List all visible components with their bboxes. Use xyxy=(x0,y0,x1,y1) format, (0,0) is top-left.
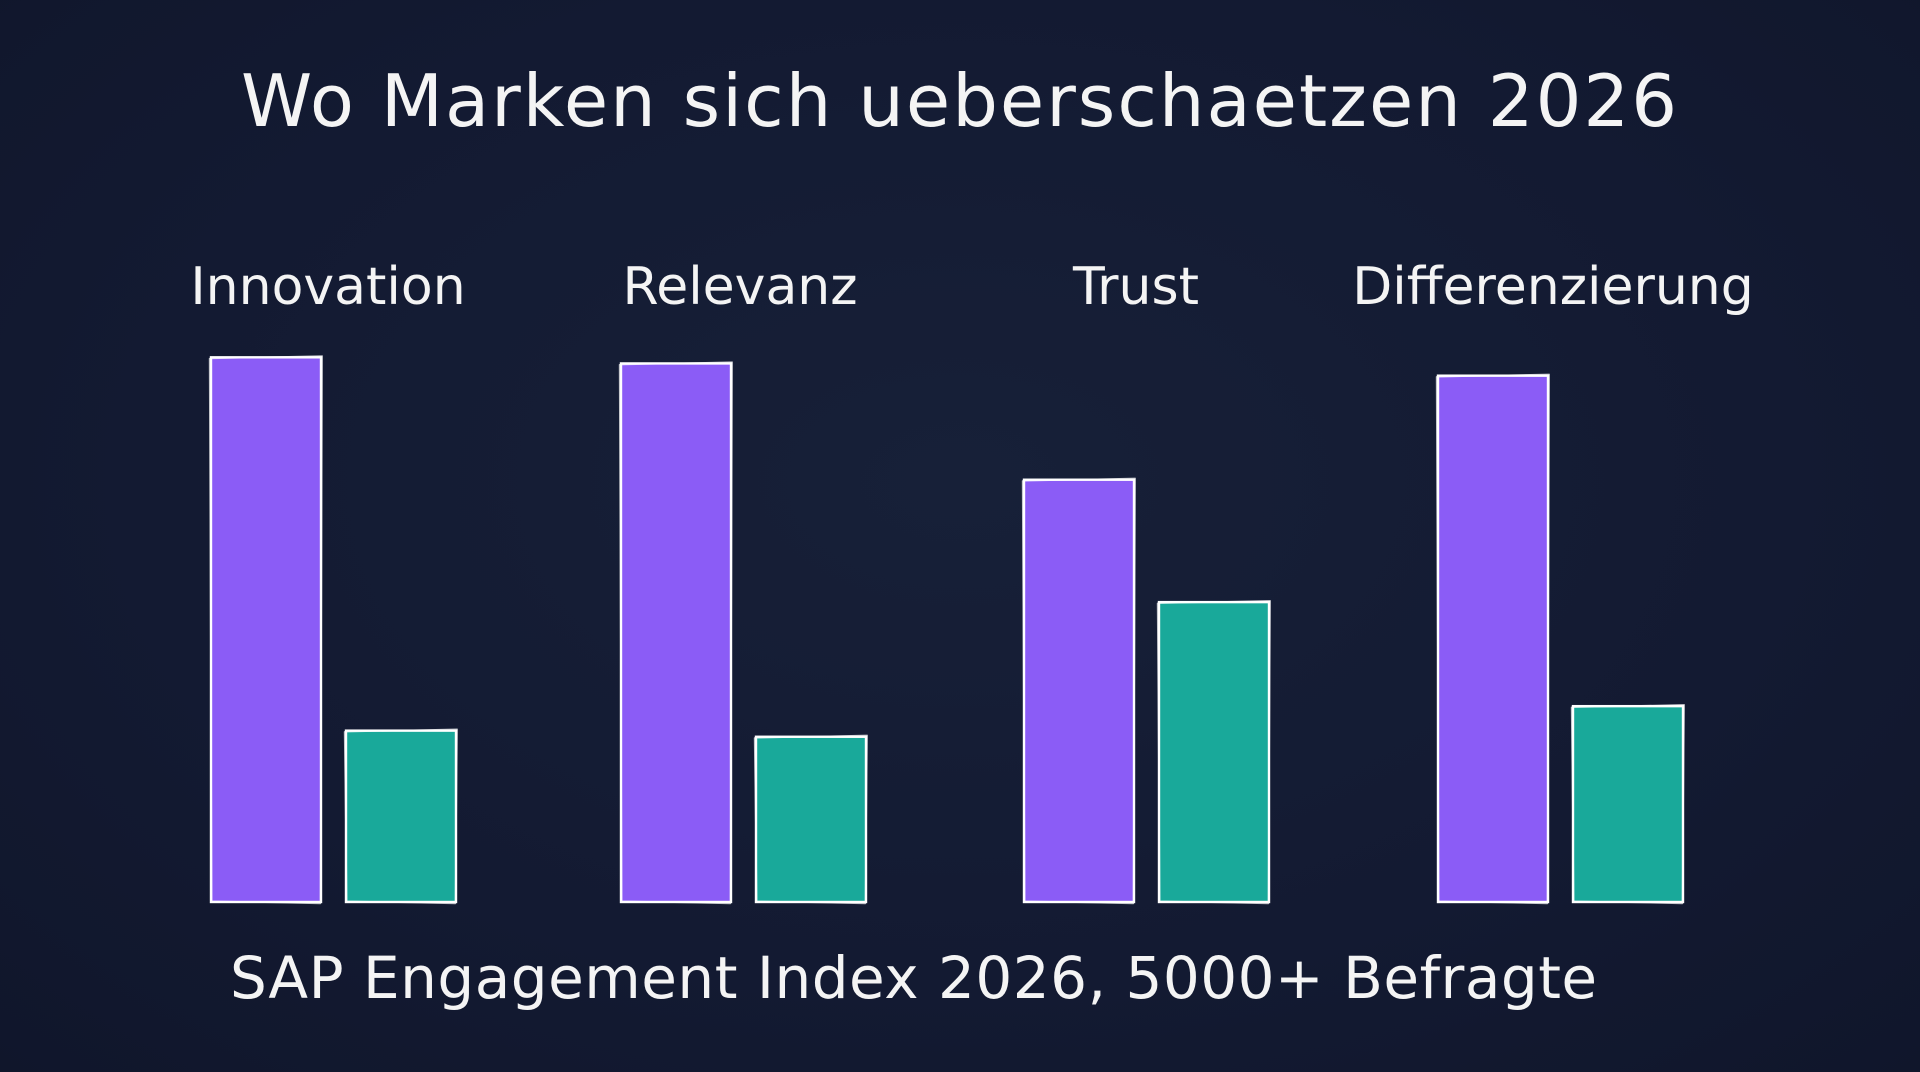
bar-differenzierung-series-2-sketch-outline xyxy=(1570,704,1685,905)
category-label-relevanz: Relevanz xyxy=(622,257,857,317)
category-label-differenzierung: Differenzierung xyxy=(1352,257,1754,317)
category-label-trust: Trust xyxy=(1072,257,1199,317)
bar-relevanz-series-1 xyxy=(619,362,733,904)
bar-innovation-series-2 xyxy=(344,729,458,904)
bar-trust-series-2 xyxy=(1157,600,1271,904)
bar-trust-series-2-sketch-outline xyxy=(1156,600,1271,905)
bar-innovation-series-1-sketch-outline xyxy=(208,355,323,905)
bars-layer xyxy=(208,355,1685,905)
bar-trust-series-1-sketch-outline xyxy=(1021,477,1136,905)
bar-innovation-series-1 xyxy=(209,356,323,904)
chart-title: Wo Marken sich ueberschaetzen 2026 xyxy=(241,59,1679,143)
bar-differenzierung-series-2 xyxy=(1571,704,1685,904)
bar-differenzierung-series-1-sketch-outline xyxy=(1435,373,1550,905)
bar-relevanz-series-2-sketch-outline xyxy=(753,734,868,905)
bar-differenzierung-series-1 xyxy=(1436,374,1550,904)
bar-innovation-series-2-sketch-outline xyxy=(343,728,458,905)
chart-source-note: SAP Engagement Index 2026, 5000+ Befragt… xyxy=(230,944,1598,1012)
bar-relevanz-series-2 xyxy=(754,735,868,904)
category-label-innovation: Innovation xyxy=(190,257,465,317)
bar-relevanz-series-1-sketch-outline xyxy=(618,361,733,905)
bar-trust-series-1 xyxy=(1022,478,1136,904)
